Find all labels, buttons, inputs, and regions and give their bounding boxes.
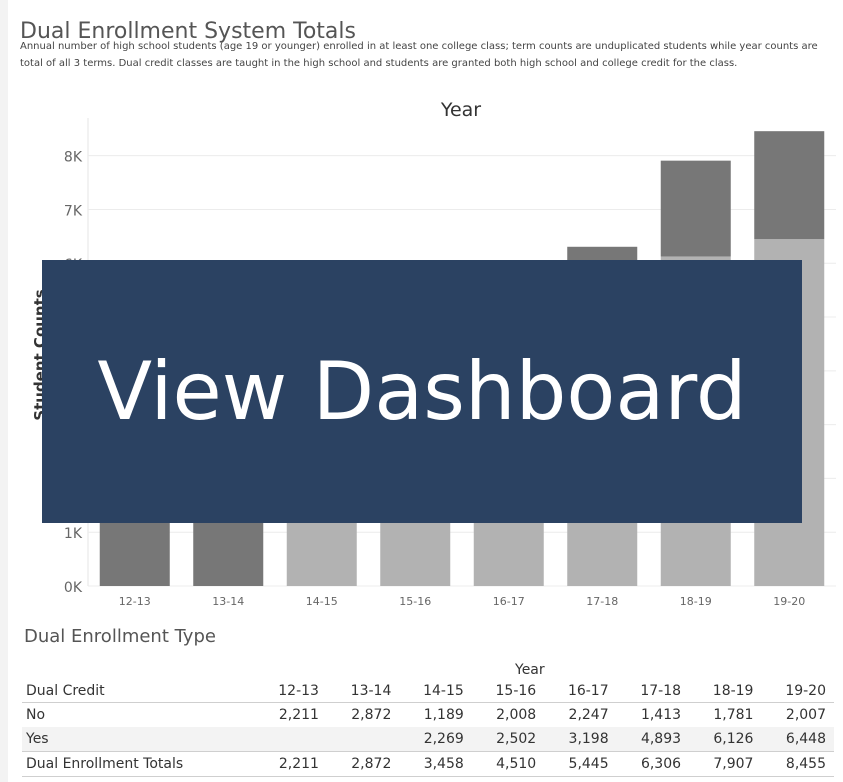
- table-cell: 1,413: [640, 707, 682, 723]
- table-cell: 2,269: [399, 727, 472, 752]
- table-column-group-header: Year: [515, 662, 545, 678]
- page-description: Annual number of high school students (a…: [20, 41, 818, 69]
- table-column-header: 19-20: [761, 680, 834, 703]
- y-tick-label: 8K: [64, 150, 83, 166]
- table-cell: [326, 727, 400, 752]
- table-cell: 2,008: [496, 707, 537, 723]
- table-row: Yes 2,269 2,502 3,198 4,893 6,126 6,448: [22, 727, 834, 752]
- table-row-header: Dual Credit: [22, 680, 255, 703]
- table-row-label: Yes: [22, 727, 255, 752]
- table-cell: 5,445: [544, 751, 617, 777]
- table-column-header: 12-13: [254, 680, 327, 703]
- view-dashboard-button[interactable]: View Dashboard: [42, 260, 802, 523]
- table-cell: 6,448: [761, 727, 834, 752]
- table-cell: 6,306: [616, 751, 690, 777]
- x-tick-label: 15-16: [399, 595, 431, 608]
- table-cell: 4,510: [471, 751, 545, 777]
- table-row-label: No: [26, 707, 46, 723]
- table-cell: 8,455: [761, 751, 834, 777]
- table-cell: 4,893: [616, 727, 690, 752]
- x-tick-label: 13-14: [212, 595, 244, 608]
- x-tick-label: 17-18: [586, 595, 618, 608]
- table-cell: 2,502: [471, 727, 545, 752]
- table-cell: 7,907: [689, 751, 762, 777]
- table-cell: 2,247: [568, 707, 609, 723]
- left-margin-strip: [0, 0, 8, 782]
- table-cell: 2,872: [351, 707, 392, 723]
- page-title: Dual Enrollment System Totals: [20, 18, 356, 44]
- table-cell: 3,458: [399, 751, 472, 777]
- y-tick-label: 1K: [64, 526, 83, 542]
- table-cell: 1,781: [713, 707, 754, 723]
- y-tick-label: 7K: [64, 203, 83, 219]
- x-tick-label: 19-20: [773, 595, 805, 608]
- table-row: No 2,211 2,872 1,189 2,008 2,247 1,413 1,781 2,0…: [22, 703, 834, 728]
- y-tick-label: 0K: [64, 580, 83, 596]
- table-cell: 6,126: [689, 727, 762, 752]
- table-row: Dual Enrollment Totals 2,211 2,872 3,458 4,5…: [22, 751, 834, 777]
- table-row-label: Dual Enrollment Totals: [22, 751, 255, 777]
- table-cell: 1,189: [423, 707, 464, 723]
- x-tick-label: 16-17: [493, 595, 525, 608]
- table-column-header: 18-19: [689, 680, 762, 703]
- table-cell: 2,211: [254, 751, 327, 777]
- table-cell: [254, 727, 327, 752]
- table-cell: 2,872: [326, 751, 400, 777]
- table-column-header: 15-16: [471, 680, 545, 703]
- table-body: No 2,211 2,872 1,189 2,008 2,247 1,413 1,781 2,0…: [22, 703, 834, 777]
- table-title: Dual Enrollment Type: [24, 626, 216, 647]
- x-tick-label: 14-15: [306, 595, 338, 608]
- table-column-header: 16-17: [544, 680, 617, 703]
- table-column-header: 13-14: [326, 680, 400, 703]
- table-column-header: 17-18: [616, 680, 690, 703]
- x-tick-label: 18-19: [680, 595, 712, 608]
- bar-19-20-no: [754, 131, 825, 240]
- table-column-header: 14-15: [399, 680, 472, 703]
- enrollment-type-table: Dual Credit 12-13 13-14 14-15 15-16 16-17 17-…: [22, 680, 834, 777]
- x-tick-labels: 12-13 13-14 14-15 15-16 16-17 17-18 18-19 19-20: [119, 595, 805, 608]
- table-cell: 2,007: [785, 707, 826, 723]
- x-tick-label: 12-13: [119, 595, 151, 608]
- bar-18-19-no: [660, 160, 731, 257]
- table-cell: 2,211: [278, 707, 319, 723]
- chart-title: Year: [440, 99, 481, 121]
- table-cell: 3,198: [544, 727, 617, 752]
- table-header-row: Dual Credit 12-13 13-14 14-15 15-16 16-17 17-…: [22, 680, 834, 703]
